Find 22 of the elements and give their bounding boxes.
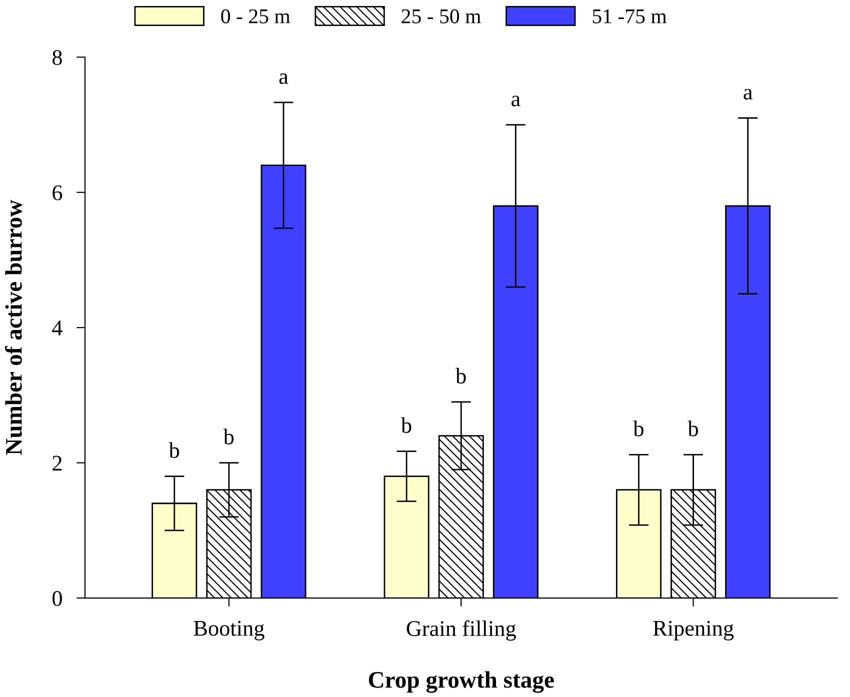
annotation: b [168,442,180,458]
x-axis-title: Crop growth stage [368,671,554,693]
y-tick-label: 4 [52,320,62,336]
annotation: b [633,420,644,436]
legend-label: 25 - 50 m [402,9,481,24]
legend-label: 51 -75 m [592,9,667,24]
y-tick-label: 2 [52,456,62,471]
annotation: b [456,368,466,384]
y-tick-label: 8 [52,50,62,66]
y-tick-label: 0 [52,590,62,606]
x-tick-label: Ripening [653,620,734,640]
annotation: b [401,417,412,433]
legend-label: 0 - 25 m [221,9,290,24]
annotation: b [223,428,234,444]
y-axis-title: Number of active burrow [5,200,22,455]
annotation: a [279,73,288,84]
annotation: a [512,96,520,106]
x-tick-label: Grain filling [406,620,516,641]
x-tick-label: Booting [194,620,264,640]
annotation: b [688,420,698,436]
annotation: a [744,88,752,100]
y-tick-label: 6 [52,185,62,200]
